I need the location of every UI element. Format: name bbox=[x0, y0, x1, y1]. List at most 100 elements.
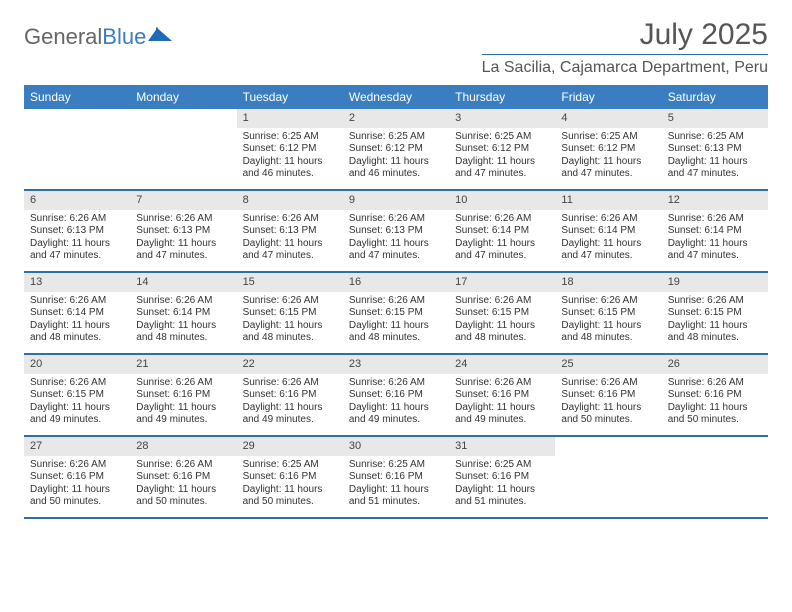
daylight-text: Daylight: 11 hours and 49 minutes. bbox=[136, 402, 230, 427]
daylight-text: Daylight: 11 hours and 47 minutes. bbox=[349, 238, 443, 263]
day-body: Sunrise: 6:26 AMSunset: 6:15 PMDaylight:… bbox=[343, 292, 449, 351]
daylight-text: Daylight: 11 hours and 50 minutes. bbox=[136, 484, 230, 509]
weeks-container: 1Sunrise: 6:25 AMSunset: 6:12 PMDaylight… bbox=[24, 109, 768, 519]
day-cell: 7Sunrise: 6:26 AMSunset: 6:13 PMDaylight… bbox=[130, 191, 236, 271]
day-number: 21 bbox=[130, 355, 236, 374]
day-body: Sunrise: 6:26 AMSunset: 6:14 PMDaylight:… bbox=[24, 292, 130, 351]
day-number: 13 bbox=[24, 273, 130, 292]
month-title: July 2025 bbox=[482, 18, 768, 52]
sunset-text: Sunset: 6:15 PM bbox=[561, 307, 655, 320]
sunrise-text: Sunrise: 6:26 AM bbox=[136, 459, 230, 472]
day-number bbox=[130, 109, 236, 128]
day-number: 26 bbox=[662, 355, 768, 374]
sunset-text: Sunset: 6:12 PM bbox=[455, 143, 549, 156]
weekday-header: Saturday bbox=[662, 85, 768, 109]
sunset-text: Sunset: 6:15 PM bbox=[349, 307, 443, 320]
day-body: Sunrise: 6:26 AMSunset: 6:15 PMDaylight:… bbox=[555, 292, 661, 351]
sunrise-text: Sunrise: 6:26 AM bbox=[561, 213, 655, 226]
sunrise-text: Sunrise: 6:26 AM bbox=[455, 377, 549, 390]
day-body: Sunrise: 6:26 AMSunset: 6:14 PMDaylight:… bbox=[130, 292, 236, 351]
sunset-text: Sunset: 6:13 PM bbox=[30, 225, 124, 238]
day-cell: 23Sunrise: 6:26 AMSunset: 6:16 PMDayligh… bbox=[343, 355, 449, 435]
weekday-header: Wednesday bbox=[343, 85, 449, 109]
sunset-text: Sunset: 6:16 PM bbox=[668, 389, 762, 402]
day-cell bbox=[24, 109, 130, 189]
day-number: 15 bbox=[237, 273, 343, 292]
day-cell: 29Sunrise: 6:25 AMSunset: 6:16 PMDayligh… bbox=[237, 437, 343, 517]
day-body: Sunrise: 6:25 AMSunset: 6:12 PMDaylight:… bbox=[449, 128, 555, 187]
sunrise-text: Sunrise: 6:26 AM bbox=[136, 213, 230, 226]
day-cell: 9Sunrise: 6:26 AMSunset: 6:13 PMDaylight… bbox=[343, 191, 449, 271]
sunrise-text: Sunrise: 6:26 AM bbox=[455, 213, 549, 226]
day-body: Sunrise: 6:25 AMSunset: 6:12 PMDaylight:… bbox=[555, 128, 661, 187]
sunrise-text: Sunrise: 6:26 AM bbox=[30, 295, 124, 308]
daylight-text: Daylight: 11 hours and 47 minutes. bbox=[561, 156, 655, 181]
day-body: Sunrise: 6:26 AMSunset: 6:16 PMDaylight:… bbox=[130, 374, 236, 433]
daylight-text: Daylight: 11 hours and 47 minutes. bbox=[455, 156, 549, 181]
sunrise-text: Sunrise: 6:26 AM bbox=[349, 295, 443, 308]
day-number: 14 bbox=[130, 273, 236, 292]
day-cell: 27Sunrise: 6:26 AMSunset: 6:16 PMDayligh… bbox=[24, 437, 130, 517]
sunrise-text: Sunrise: 6:26 AM bbox=[243, 377, 337, 390]
sunrise-text: Sunrise: 6:25 AM bbox=[455, 459, 549, 472]
day-number: 24 bbox=[449, 355, 555, 374]
sunset-text: Sunset: 6:16 PM bbox=[455, 389, 549, 402]
sunset-text: Sunset: 6:13 PM bbox=[136, 225, 230, 238]
sunrise-text: Sunrise: 6:26 AM bbox=[136, 377, 230, 390]
day-cell: 13Sunrise: 6:26 AMSunset: 6:14 PMDayligh… bbox=[24, 273, 130, 353]
daylight-text: Daylight: 11 hours and 50 minutes. bbox=[561, 402, 655, 427]
day-body: Sunrise: 6:26 AMSunset: 6:15 PMDaylight:… bbox=[237, 292, 343, 351]
day-cell: 22Sunrise: 6:26 AMSunset: 6:16 PMDayligh… bbox=[237, 355, 343, 435]
day-body: Sunrise: 6:26 AMSunset: 6:15 PMDaylight:… bbox=[24, 374, 130, 433]
daylight-text: Daylight: 11 hours and 48 minutes. bbox=[243, 320, 337, 345]
day-number: 28 bbox=[130, 437, 236, 456]
sunrise-text: Sunrise: 6:26 AM bbox=[668, 377, 762, 390]
day-cell: 4Sunrise: 6:25 AMSunset: 6:12 PMDaylight… bbox=[555, 109, 661, 189]
day-number: 1 bbox=[237, 109, 343, 128]
day-body: Sunrise: 6:25 AMSunset: 6:16 PMDaylight:… bbox=[343, 456, 449, 515]
day-cell bbox=[555, 437, 661, 517]
daylight-text: Daylight: 11 hours and 49 minutes. bbox=[455, 402, 549, 427]
day-number: 16 bbox=[343, 273, 449, 292]
sunset-text: Sunset: 6:13 PM bbox=[243, 225, 337, 238]
day-body: Sunrise: 6:25 AMSunset: 6:13 PMDaylight:… bbox=[662, 128, 768, 187]
weekday-header: Monday bbox=[130, 85, 236, 109]
sunrise-text: Sunrise: 6:26 AM bbox=[668, 295, 762, 308]
sunset-text: Sunset: 6:16 PM bbox=[243, 471, 337, 484]
day-number: 2 bbox=[343, 109, 449, 128]
daylight-text: Daylight: 11 hours and 50 minutes. bbox=[243, 484, 337, 509]
day-cell: 12Sunrise: 6:26 AMSunset: 6:14 PMDayligh… bbox=[662, 191, 768, 271]
day-number: 17 bbox=[449, 273, 555, 292]
week-row: 1 Sunrise: 6:25 AMSunset: 6:12 PMDaylight… bbox=[24, 109, 768, 191]
day-body: Sunrise: 6:26 AMSunset: 6:13 PMDaylight:… bbox=[343, 210, 449, 269]
day-number: 20 bbox=[24, 355, 130, 374]
day-cell: 31Sunrise: 6:25 AMSunset: 6:16 PMDayligh… bbox=[449, 437, 555, 517]
day-cell: 10Sunrise: 6:26 AMSunset: 6:14 PMDayligh… bbox=[449, 191, 555, 271]
daylight-text: Daylight: 11 hours and 48 minutes. bbox=[561, 320, 655, 345]
sunset-text: Sunset: 6:12 PM bbox=[561, 143, 655, 156]
daylight-text: Daylight: 11 hours and 50 minutes. bbox=[30, 484, 124, 509]
day-cell: 15Sunrise: 6:26 AMSunset: 6:15 PMDayligh… bbox=[237, 273, 343, 353]
day-cell: 8Sunrise: 6:26 AMSunset: 6:13 PMDaylight… bbox=[237, 191, 343, 271]
daylight-text: Daylight: 11 hours and 46 minutes. bbox=[349, 156, 443, 181]
sunset-text: Sunset: 6:13 PM bbox=[668, 143, 762, 156]
daylight-text: Daylight: 11 hours and 47 minutes. bbox=[561, 238, 655, 263]
day-body: Sunrise: 6:26 AMSunset: 6:15 PMDaylight:… bbox=[449, 292, 555, 351]
day-cell: 20Sunrise: 6:26 AMSunset: 6:15 PMDayligh… bbox=[24, 355, 130, 435]
daylight-text: Daylight: 11 hours and 48 minutes. bbox=[349, 320, 443, 345]
day-body: Sunrise: 6:26 AMSunset: 6:16 PMDaylight:… bbox=[237, 374, 343, 433]
week-row: 6Sunrise: 6:26 AMSunset: 6:13 PMDaylight… bbox=[24, 191, 768, 273]
sunrise-text: Sunrise: 6:25 AM bbox=[243, 459, 337, 472]
day-number: 5 bbox=[662, 109, 768, 128]
sunset-text: Sunset: 6:16 PM bbox=[136, 471, 230, 484]
sunset-text: Sunset: 6:16 PM bbox=[243, 389, 337, 402]
day-body: Sunrise: 6:26 AMSunset: 6:16 PMDaylight:… bbox=[662, 374, 768, 433]
sunset-text: Sunset: 6:16 PM bbox=[30, 471, 124, 484]
day-cell: 6Sunrise: 6:26 AMSunset: 6:13 PMDaylight… bbox=[24, 191, 130, 271]
day-cell: 28 Sunrise: 6:26 AMSunset: 6:16 PMDayligh… bbox=[130, 437, 236, 517]
sunrise-text: Sunrise: 6:26 AM bbox=[455, 295, 549, 308]
daylight-text: Daylight: 11 hours and 48 minutes. bbox=[30, 320, 124, 345]
sunrise-text: Sunrise: 6:26 AM bbox=[30, 377, 124, 390]
daylight-text: Daylight: 11 hours and 47 minutes. bbox=[668, 238, 762, 263]
day-number: 30 bbox=[343, 437, 449, 456]
